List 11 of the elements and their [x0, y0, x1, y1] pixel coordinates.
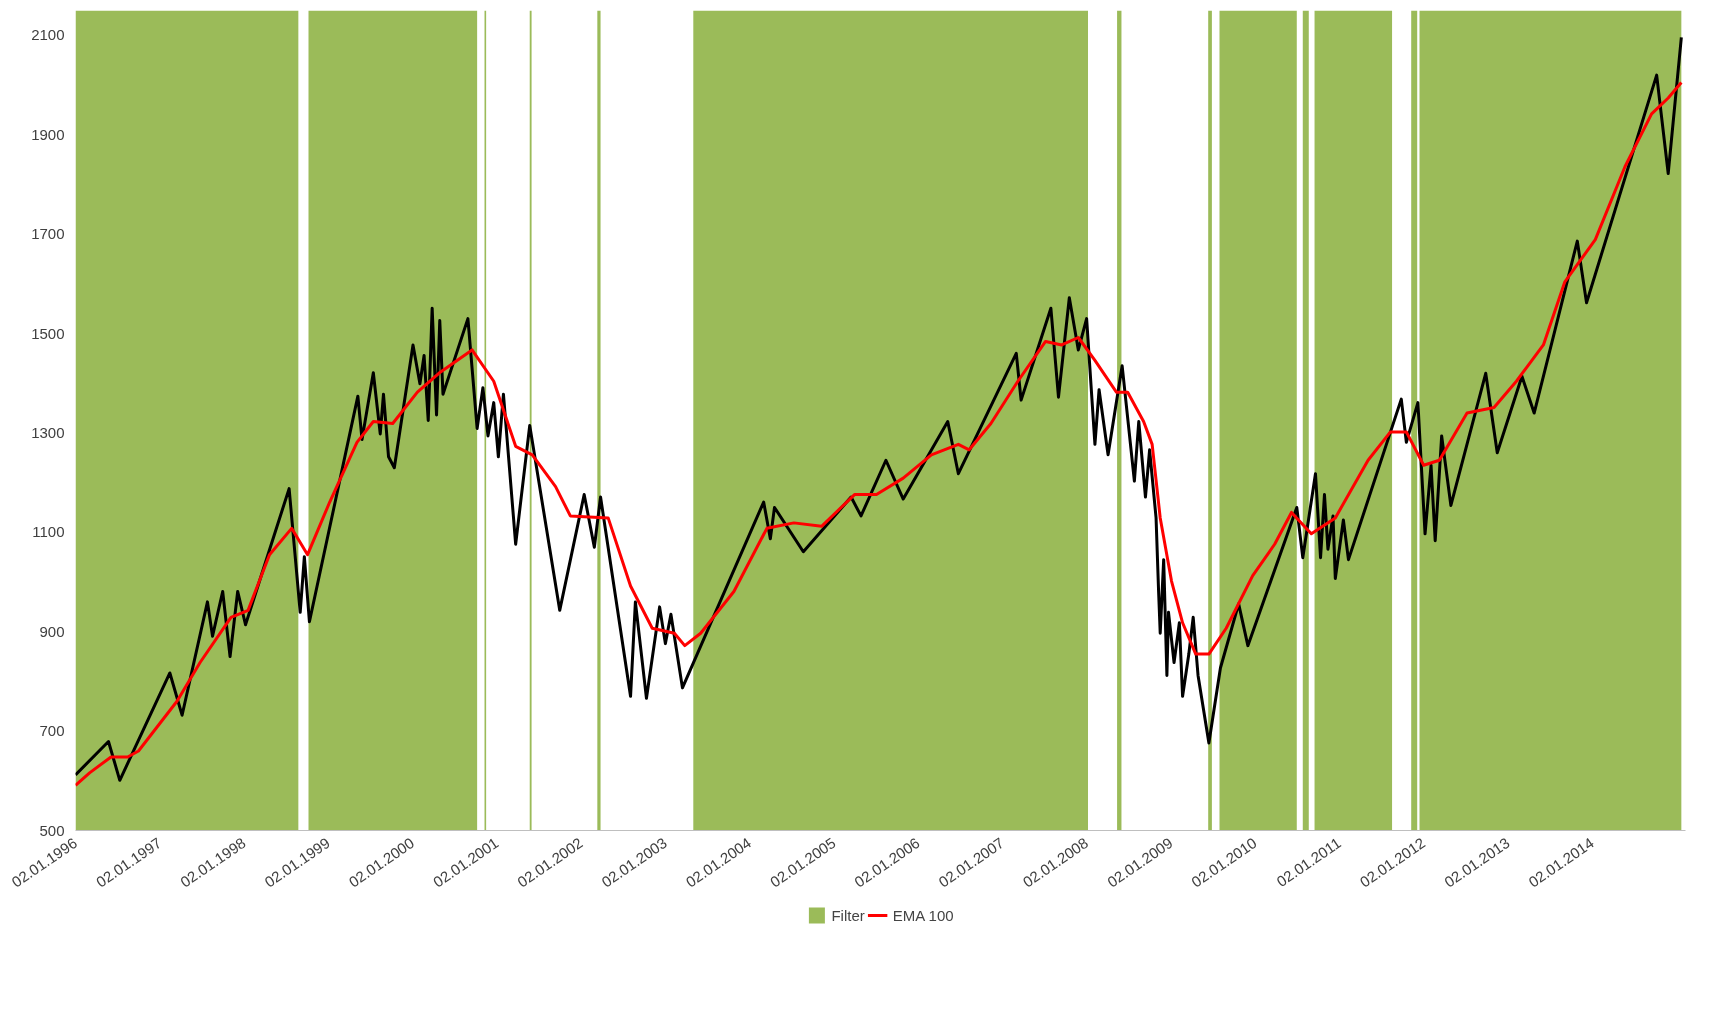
y-tick-label: 1700	[31, 225, 65, 243]
y-tick-label: 1500	[31, 324, 65, 342]
legend-label: EMA 100	[892, 906, 954, 924]
y-tick-label: 700	[39, 722, 65, 740]
y-tick-label: 1900	[31, 125, 65, 143]
y-tick-label: 900	[39, 622, 65, 640]
y-tick-label: 500	[39, 821, 65, 839]
y-tick-label: 2100	[31, 26, 65, 44]
y-tick-label: 1100	[32, 523, 65, 541]
legend-label: Filter	[831, 906, 865, 924]
y-tick-label: 1300	[31, 423, 65, 441]
